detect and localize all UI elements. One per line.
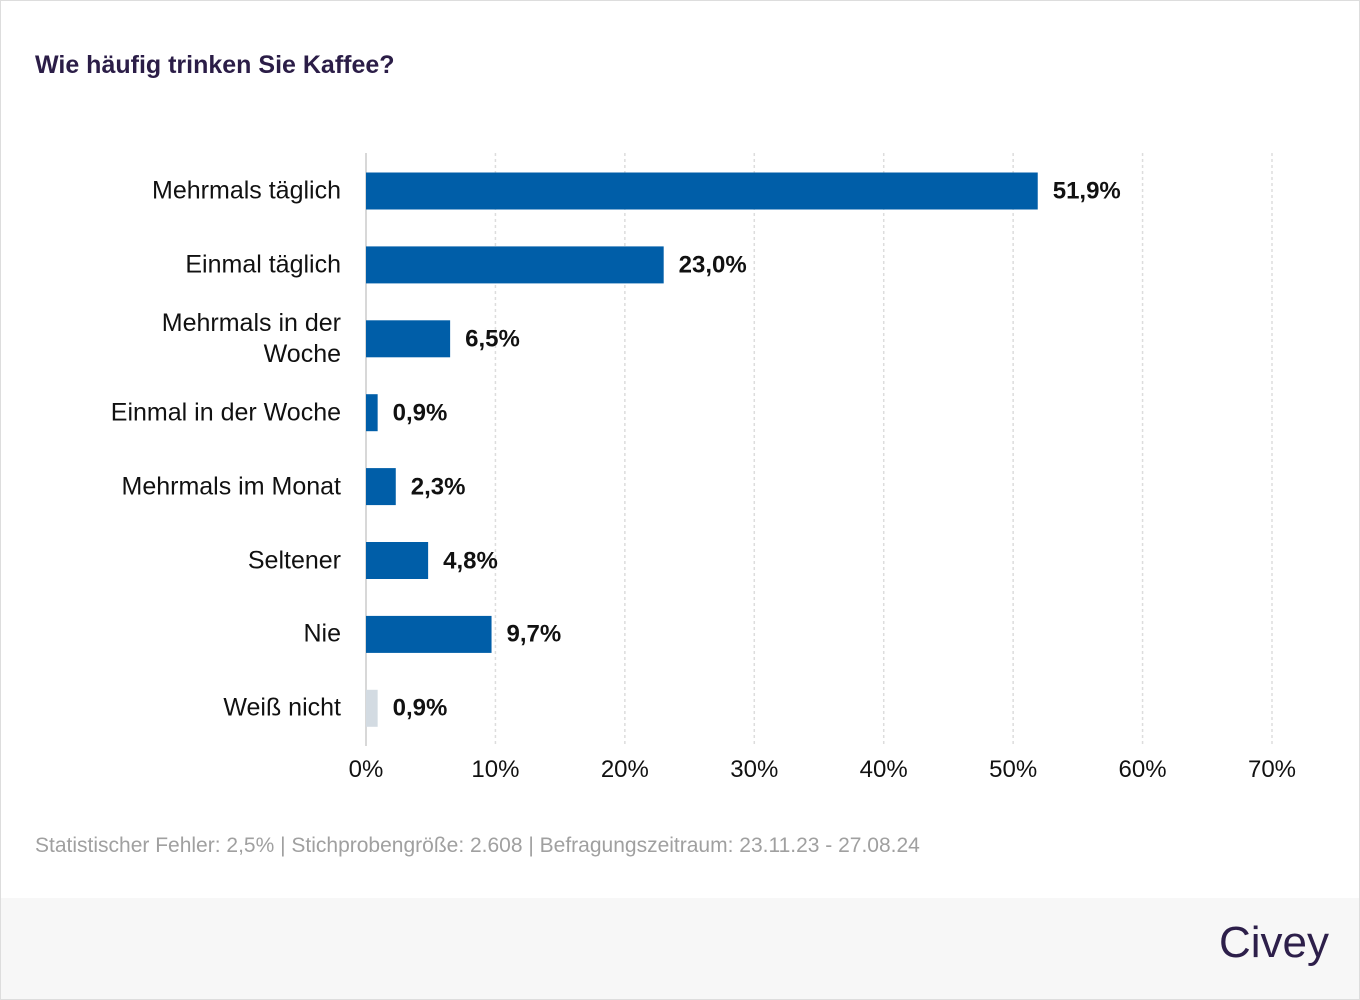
x-tick-label: 60% — [1118, 756, 1167, 783]
x-tick-label: 10% — [471, 756, 520, 783]
y-tick-label: Nie — [303, 619, 341, 648]
data-label: 2,3% — [410, 473, 466, 501]
bar — [366, 246, 664, 284]
bar — [366, 689, 378, 727]
x-tick-label: 70% — [1247, 756, 1297, 783]
y-tick-label: Weiß nicht — [223, 693, 341, 722]
y-tick-label: Mehrmals täglich — [152, 176, 341, 205]
data-label: 51,9% — [1052, 177, 1121, 205]
x-tick-label: 40% — [859, 756, 908, 783]
x-tick-label: 30% — [730, 756, 779, 783]
chart-title: Wie häufig trinken Sie Kaffee? — [35, 51, 395, 79]
footnote: Statistischer Fehler: 2,5% | Stichproben… — [35, 834, 920, 857]
y-tick-label: Seltener — [247, 546, 341, 574]
data-label: 0,9% — [392, 399, 448, 427]
y-tick-label: Mehrmals in der Woche — [161, 308, 341, 368]
data-label: 0,9% — [392, 694, 448, 722]
x-tick-label: 0% — [348, 756, 384, 783]
bar — [366, 542, 429, 579]
footer: Civey — [1, 898, 1359, 999]
x-tick-label: 20% — [600, 756, 649, 783]
data-label: 6,5% — [465, 325, 520, 353]
bar — [366, 320, 451, 358]
y-tick-label: Einmal täglich — [185, 250, 341, 279]
bar — [366, 394, 378, 432]
data-label: 9,7% — [506, 620, 562, 648]
chart — [365, 153, 1273, 746]
data-label: 4,8% — [443, 547, 498, 574]
bar — [366, 468, 396, 506]
x-tick-label: 50% — [989, 756, 1038, 783]
bar — [366, 615, 492, 653]
data-label: 23,0% — [678, 251, 747, 279]
brand-logo: Civey — [1218, 918, 1329, 967]
bar — [366, 172, 1038, 210]
y-tick-label: Einmal in der Woche — [110, 398, 341, 427]
y-tick-label: Mehrmals im Monat — [121, 472, 342, 501]
